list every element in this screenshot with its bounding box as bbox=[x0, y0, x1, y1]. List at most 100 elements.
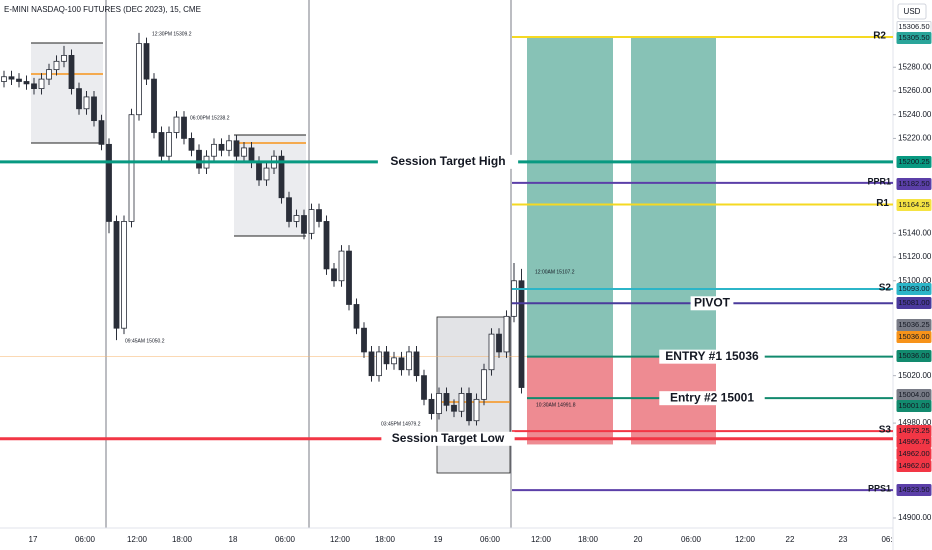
candle-body bbox=[263, 167, 270, 181]
candle-body bbox=[398, 357, 405, 371]
candle-body bbox=[211, 143, 217, 157]
candle-body bbox=[443, 393, 450, 406]
candle-body bbox=[83, 96, 90, 110]
annotation: 12:30PM 15309.2 bbox=[152, 31, 192, 37]
currency[interactable]: USD bbox=[904, 7, 921, 16]
price-tag bbox=[896, 199, 932, 211]
price-tag-label: 15081.00 bbox=[898, 298, 929, 307]
x-tick-label: 12:00 bbox=[330, 535, 351, 544]
candle-body bbox=[233, 140, 240, 157]
annotation: 09:45AM 15050.2 bbox=[125, 338, 165, 344]
candle-body bbox=[106, 143, 112, 222]
candle-body bbox=[331, 268, 337, 282]
x-tick-label: 12:00 bbox=[735, 535, 756, 544]
price-tag-label: 14923.50 bbox=[898, 485, 929, 494]
level-label: Entry #2 15001 bbox=[670, 390, 754, 404]
y-tick-label: 15240.00 bbox=[898, 110, 932, 119]
candle-body bbox=[286, 197, 292, 222]
level-label: Session Target High bbox=[390, 154, 505, 168]
price-tag bbox=[896, 319, 932, 331]
x-tick-label: 06:00 bbox=[275, 535, 296, 544]
candle-body bbox=[38, 78, 45, 90]
x-tick-label: 06: bbox=[881, 535, 892, 544]
y-tick-label: 15100.00 bbox=[898, 276, 932, 285]
price-tag bbox=[896, 156, 932, 168]
candle-body bbox=[136, 43, 142, 116]
candle-body bbox=[436, 393, 442, 415]
candle-body bbox=[113, 221, 120, 329]
candle-body bbox=[323, 221, 330, 270]
x-tick-label: 18:00 bbox=[172, 535, 193, 544]
candle-body bbox=[218, 143, 225, 151]
y-tick-label: 14900.00 bbox=[898, 513, 932, 522]
x-tick-label: 20 bbox=[634, 535, 643, 544]
candle-body bbox=[383, 351, 390, 365]
y-tick-label: 14980.00 bbox=[898, 418, 932, 427]
level-label: PPS1 bbox=[868, 483, 891, 493]
candle-body bbox=[68, 54, 75, 90]
candle-body bbox=[241, 147, 247, 157]
candle-body bbox=[278, 155, 285, 199]
x-tick-label: 18:00 bbox=[375, 535, 396, 544]
x-tick-label: 06:00 bbox=[480, 535, 501, 544]
candle-body bbox=[488, 333, 495, 371]
price-tag-label: 14973.25 bbox=[898, 426, 929, 435]
candle-body bbox=[503, 315, 510, 353]
y-tick-label: 15140.00 bbox=[898, 228, 932, 237]
candle-body bbox=[53, 60, 60, 71]
price-tag bbox=[896, 460, 932, 472]
level-label-bg bbox=[381, 431, 515, 446]
chart-title: E-MINI NASDAQ-100 FUTURES (DEC 2023), 15… bbox=[4, 5, 201, 14]
price-tag-label: 14962.00 bbox=[898, 461, 929, 470]
level-label: PIVOT bbox=[694, 295, 731, 309]
price-tag-label: 15036.00 bbox=[898, 332, 929, 341]
x-tick-label: 12:00 bbox=[531, 535, 552, 544]
candle-body bbox=[406, 351, 412, 371]
y-tick-label: 15120.00 bbox=[898, 252, 932, 261]
candle-body bbox=[353, 304, 360, 329]
candle-body bbox=[16, 78, 22, 82]
candle-body bbox=[361, 327, 367, 353]
level-label: R2 bbox=[873, 31, 886, 42]
currency-button[interactable] bbox=[897, 3, 927, 20]
level-label: S3 bbox=[879, 425, 892, 436]
candle-body bbox=[98, 120, 105, 145]
price-tag bbox=[896, 484, 932, 496]
price-tag-label: 15182.50 bbox=[898, 179, 929, 188]
y-tick-label: 15280.00 bbox=[898, 62, 932, 71]
y-tick-label: 15220.00 bbox=[898, 134, 932, 143]
price-tag bbox=[896, 448, 932, 460]
level-label-bg bbox=[377, 154, 519, 169]
candle-body bbox=[226, 140, 232, 151]
level-label-bg bbox=[659, 349, 765, 364]
candle-body bbox=[181, 116, 187, 139]
candle-body bbox=[496, 333, 502, 353]
price-tag-label: 15036.25 bbox=[898, 320, 929, 329]
price-tag bbox=[896, 283, 932, 295]
price-tag bbox=[896, 400, 932, 412]
x-tick-label: 23 bbox=[839, 535, 848, 544]
candle-body bbox=[196, 149, 202, 169]
y-tick-label: 15020.00 bbox=[898, 371, 932, 380]
candle-body bbox=[128, 114, 135, 222]
candle-body bbox=[346, 250, 352, 305]
candle-body bbox=[91, 96, 97, 122]
candle-body bbox=[451, 404, 457, 412]
price-tag-label: 15004.00 bbox=[898, 390, 929, 399]
candle-body bbox=[301, 215, 307, 234]
level-label: ENTRY #1 15036 bbox=[665, 349, 759, 363]
range-box bbox=[31, 43, 103, 143]
candle-body bbox=[473, 398, 480, 422]
candle-body bbox=[46, 69, 52, 80]
candle-body bbox=[338, 250, 345, 282]
annotation: 10:30AM 14991.8 bbox=[536, 402, 576, 408]
price-tag-label: 15164.25 bbox=[898, 200, 929, 209]
candle-body bbox=[188, 138, 195, 151]
price-tag-label: 15093.00 bbox=[898, 284, 929, 293]
price-tag bbox=[896, 436, 932, 448]
candle-body bbox=[428, 398, 435, 415]
x-tick-label: 12:00 bbox=[127, 535, 148, 544]
candle-body bbox=[248, 147, 255, 163]
candle-body bbox=[256, 161, 262, 181]
